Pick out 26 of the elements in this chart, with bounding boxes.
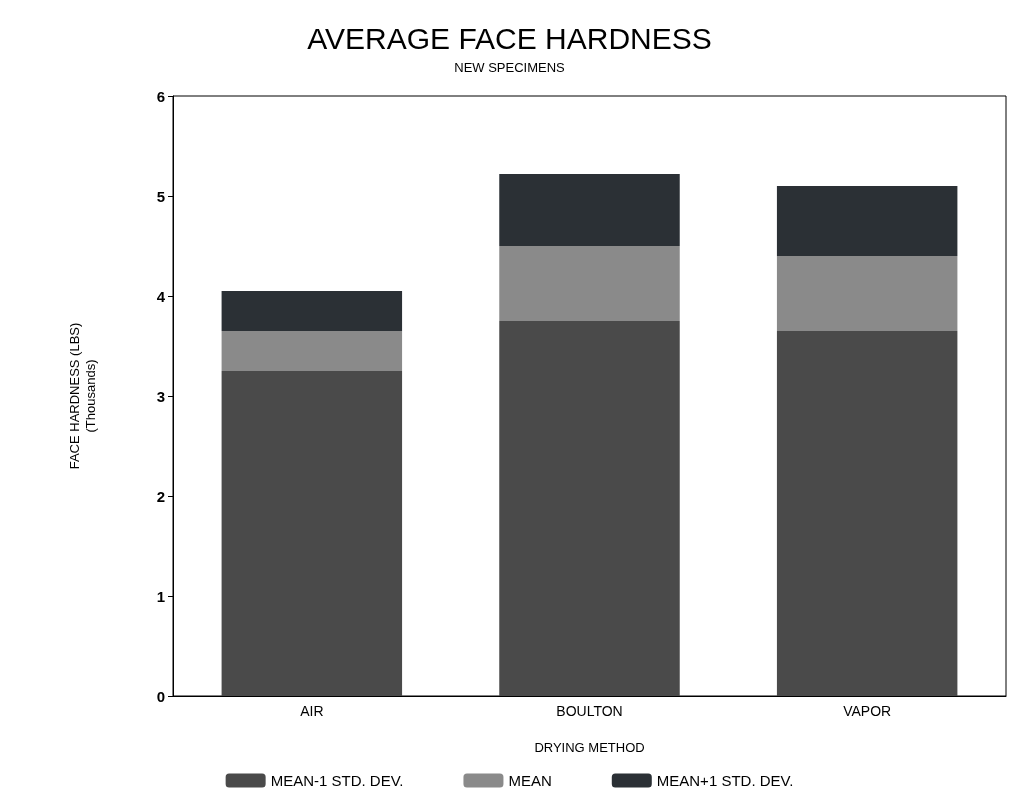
bar <box>776 331 958 696</box>
y-tick-label: 0 <box>156 687 165 705</box>
bar <box>499 321 680 696</box>
chart-subtitle: NEW SPECIMENS <box>454 60 566 75</box>
bar <box>776 256 958 331</box>
legend-label: MEAN+1 STD. DEV. <box>656 772 794 789</box>
x-tick-label: AIR <box>300 703 324 719</box>
chart-title: AVERAGE FACE HARDNESS <box>307 21 712 55</box>
y-tick-label: 1 <box>156 587 165 605</box>
y-tick-label: 4 <box>156 287 166 305</box>
bar <box>776 186 958 256</box>
y-axis-title: FACE HARDNESS (LBS) (Thousands) <box>66 322 98 470</box>
legend-label: MEAN-1 STD. DEV. <box>270 772 404 789</box>
bar <box>221 371 403 696</box>
legend-label: MEAN <box>508 772 552 789</box>
y-tick-label: 6 <box>156 87 165 105</box>
y-tick-label: 5 <box>156 187 165 205</box>
x-tick-label: BOULTON <box>556 703 623 719</box>
bar <box>499 246 680 321</box>
bar <box>499 174 680 246</box>
y-tick-label: 2 <box>156 487 165 505</box>
y-tick-label: 3 <box>156 387 165 405</box>
bar <box>221 331 403 371</box>
bar <box>221 291 403 331</box>
x-tick-label: VAPOR <box>843 703 892 719</box>
x-axis-title: DRYING METHOD <box>534 740 645 755</box>
